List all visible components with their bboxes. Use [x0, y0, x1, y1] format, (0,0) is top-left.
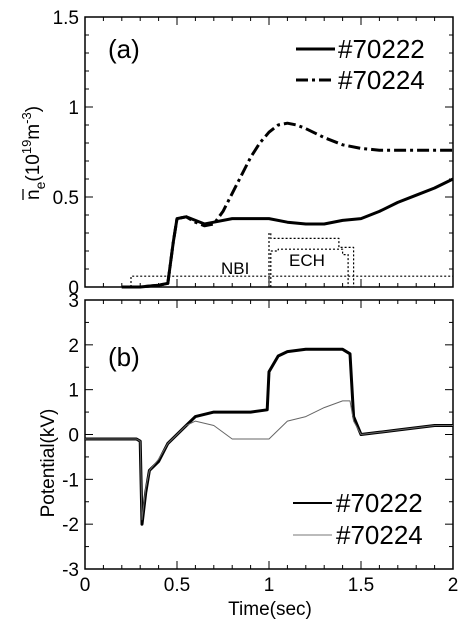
series-a-70224 — [121, 121, 453, 289]
y-tick-label-b: 0 — [68, 426, 79, 447]
annotation-ech: ECH — [289, 251, 325, 270]
x-tick-label: 0.5 — [164, 575, 190, 596]
panel-b: 0 0.5 1 1.5 2 -3 -2 -1 0 1 2 3 — [62, 291, 458, 596]
x-tick-label: 0 — [80, 575, 91, 596]
y-tick-label-b: -1 — [62, 470, 79, 491]
ylabel-unit-exp: -3 — [19, 112, 34, 124]
svg-text:ne(1019m-3): ne(1019m-3) — [19, 106, 48, 200]
y-tick-label-b: -2 — [62, 515, 79, 536]
series-b-70224 — [85, 400, 453, 521]
panel-a-label: (a) — [108, 34, 140, 64]
ylabel-unit: m — [23, 124, 44, 140]
y-tick-label-a: 1 — [68, 98, 79, 119]
x-tick-label: 2 — [448, 575, 459, 596]
x-tick-label: 1.5 — [348, 575, 374, 596]
ylabel-paren: (10 — [23, 154, 44, 181]
y-tick-label-b: -3 — [62, 560, 79, 581]
ylabel-sub: e — [32, 181, 48, 189]
y-tick-label-b: 2 — [68, 336, 79, 357]
legend-a-label-70224: #70224 — [338, 65, 425, 95]
y-tick-label-b: 1 — [68, 381, 79, 402]
y-tick-label-a: 0.5 — [53, 188, 79, 209]
series-a-ECH2 — [270, 248, 349, 287]
x-axis-label: Time(sec) — [228, 599, 312, 620]
ylabel-exp: 19 — [19, 140, 34, 154]
panel-b-ylabel: Potential(kV) — [38, 409, 59, 518]
y-tick-label-b: 3 — [68, 291, 79, 312]
panel-a-ylabel: ne(1019m-3) — [19, 106, 48, 200]
ylabel-main: n — [23, 189, 44, 200]
legend-a-label-70222: #70222 — [338, 34, 425, 64]
y-tick-label-a: 0 — [68, 278, 79, 299]
y-tick-label-a: 1.5 — [53, 8, 79, 29]
ylabel-close: ) — [23, 106, 44, 112]
series-a-ECH — [268, 232, 355, 287]
x-tick-label: 1 — [264, 575, 275, 596]
panel-b-label: (b) — [108, 342, 140, 372]
panel-a: 0 0.5 1 1.5 — [53, 8, 454, 299]
legend-b-label-70224: #70224 — [336, 520, 423, 550]
series-a-NBI — [130, 275, 453, 287]
legend-b-label-70222: #70222 — [336, 488, 423, 518]
series-a-70222 — [121, 177, 454, 289]
annotation-nbi: NBI — [221, 259, 249, 278]
